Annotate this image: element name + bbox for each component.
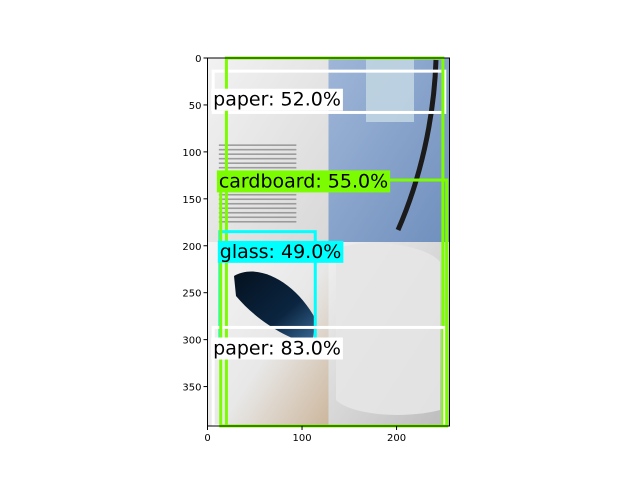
image-background [207, 58, 450, 426]
grille-stripe [218, 220, 297, 223]
grille-stripe [218, 162, 297, 164]
grille-stripe [218, 216, 297, 219]
y-tick-label: 150 [182, 195, 201, 206]
detection-labels: paper: 52.0% cardboard: 55.0% glass: 49.0%… [211, 88, 391, 360]
grille-stripe [218, 211, 297, 214]
grille-stripe [218, 153, 297, 155]
detection-label: cardboard: 55.0% [216, 170, 391, 193]
grille-stripe [218, 193, 297, 196]
y-tick-label: 200 [182, 242, 201, 253]
grille-stripe [218, 144, 297, 146]
y-tick-label: 100 [182, 148, 201, 159]
grille-stripe [218, 148, 297, 151]
blade-shape [395, 59, 439, 232]
detection-label-background [216, 170, 391, 193]
y-tick-label: 50 [189, 101, 202, 112]
detection-label-background [211, 88, 343, 111]
detection-label: paper: 83.0% [211, 337, 343, 360]
x-tick-label: 100 [292, 433, 311, 444]
x-axis: 0 100 200 [204, 426, 406, 444]
y-tick-label: 350 [182, 383, 201, 394]
grille-stripe [218, 202, 297, 205]
detection-label-text: cardboard: 55.0% [219, 170, 388, 192]
y-axis: 0 50 100 150 200 250 300 350 [182, 54, 208, 394]
detection-label: paper: 52.0% [211, 88, 343, 111]
y-tick-label: 250 [182, 289, 201, 300]
plot-area [207, 58, 450, 426]
axes-frame [207, 57, 450, 427]
detection-label-text: paper: 83.0% [213, 338, 341, 360]
detection-label-text: glass: 49.0% [220, 241, 342, 263]
y-tick-label: 0 [195, 54, 201, 65]
grille-stripe [218, 157, 297, 160]
white-cloth-shape [336, 243, 440, 415]
detection-label-text: paper: 52.0% [213, 89, 341, 111]
detection-label: glass: 49.0% [217, 240, 344, 263]
grille-stripe [218, 198, 297, 201]
grille-stripe [218, 166, 297, 169]
detection-label-background [211, 337, 343, 360]
bottle-shape [234, 271, 316, 344]
y-tick-label: 300 [182, 336, 201, 347]
x-tick-label: 200 [387, 433, 406, 444]
detection-label-background [217, 240, 344, 263]
grille-stripe [218, 207, 297, 210]
x-tick-label: 0 [204, 433, 210, 444]
